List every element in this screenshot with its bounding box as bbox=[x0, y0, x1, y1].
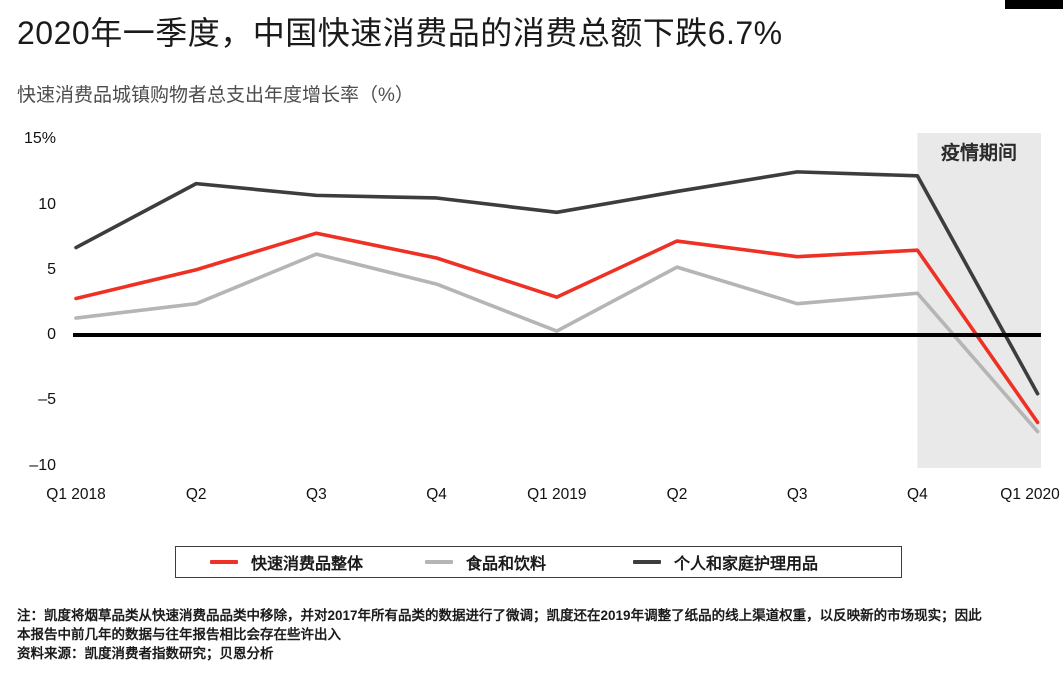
footnotes: 注：凯度将烟草品类从快速消费品品类中移除，并对2017年所有品类的数据进行了微调… bbox=[17, 606, 1057, 663]
y-tick-0: 0 bbox=[47, 326, 56, 343]
series-line-个人和家庭护理用品 bbox=[74, 170, 1040, 396]
x-tick-5: Q2 bbox=[666, 486, 688, 503]
x-tick-1: Q2 bbox=[185, 486, 207, 503]
series-line-快速消费品整体 bbox=[74, 231, 1040, 425]
series-line-食品和饮料 bbox=[74, 252, 1040, 434]
legend-item-食品和饮料: 食品和饮料 bbox=[425, 547, 546, 577]
note-line-2: 本报告中前几年的数据与往年报告相比会存在些许出入 bbox=[17, 627, 341, 642]
epidemic-period-label: 疫情期间 bbox=[940, 143, 1017, 164]
x-tick-2: Q3 bbox=[306, 486, 327, 503]
x-tick-3: Q4 bbox=[426, 486, 447, 503]
legend-swatch-icon bbox=[425, 560, 453, 564]
legend-label: 快速消费品整体 bbox=[251, 556, 364, 573]
x-tick-6: Q3 bbox=[786, 486, 808, 503]
y-tick--5: –5 bbox=[38, 391, 56, 409]
legend-item-个人和家庭护理用品: 个人和家庭护理用品 bbox=[633, 547, 818, 577]
legend-item-快速消费品整体: 快速消费品整体 bbox=[210, 547, 363, 577]
legend-swatch-icon bbox=[633, 560, 661, 564]
y-tick-15: 15% bbox=[23, 130, 56, 148]
x-tick-0: Q1 2018 bbox=[46, 486, 106, 503]
chart-subtitle: 快速消费品城镇购物者总支出年度增长率（%） bbox=[17, 85, 414, 106]
page-title: 2020年一季度，中国快速消费品的消费总额下跌6.7% bbox=[17, 15, 783, 51]
legend-label: 食品和饮料 bbox=[466, 556, 547, 573]
legend-label: 个人和家庭护理用品 bbox=[674, 556, 819, 573]
note-line-1: 注：凯度将烟草品类从快速消费品品类中移除，并对2017年所有品类的数据进行了微调… bbox=[17, 608, 982, 623]
y-tick--10: –10 bbox=[29, 456, 56, 474]
epidemic-period-shading bbox=[917, 133, 1041, 468]
corner-mark bbox=[1005, 0, 1063, 9]
x-tick-8: Q1 2020 bbox=[1000, 486, 1060, 503]
source-line: 资料来源：凯度消费者指数研究；贝恩分析 bbox=[17, 646, 274, 661]
x-tick-7: Q4 bbox=[907, 486, 928, 503]
x-tick-4: Q1 2019 bbox=[527, 486, 587, 503]
legend-swatch-icon bbox=[210, 560, 238, 564]
y-tick-10: 10 bbox=[38, 195, 56, 213]
y-tick-5: 5 bbox=[47, 260, 56, 278]
chart-legend: 快速消费品整体 食品和饮料 个人和家庭护理用品 bbox=[175, 546, 902, 578]
